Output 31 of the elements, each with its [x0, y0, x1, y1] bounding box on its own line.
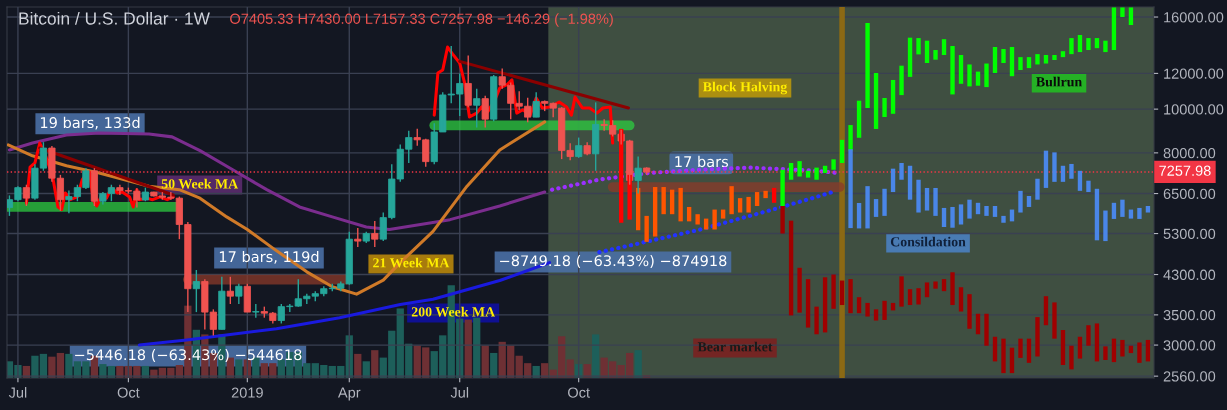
annotation: 200 Week MA: [411, 306, 496, 317]
annotation: Consildation: [890, 236, 966, 247]
annotation: 50 Week MA: [161, 178, 239, 189]
annotation: −5446.18 (−63.43%) −544618: [75, 348, 302, 362]
y-tick-label: 16000.00: [1164, 12, 1224, 23]
annotation: 21 Week MA: [373, 257, 450, 268]
y-tick-label: 12000.00: [1164, 68, 1224, 79]
x-tick-label: Jul: [8, 387, 27, 398]
y-tick-label: 3000.00: [1163, 340, 1216, 351]
y-tick-label: 10000.00: [1164, 104, 1224, 115]
annotation: Bear market: [697, 341, 773, 352]
annotation: 17 bars: [675, 155, 729, 168]
annotation: Bullrun: [1036, 76, 1082, 87]
ref-line-label: 7257.98: [1159, 165, 1211, 176]
chart-subtitle: O7405.33 H7430.00 L7157.33 C7257.98 −146.29 (−1.98%): [230, 13, 613, 27]
y-tick-label: 2560.00: [1163, 371, 1216, 382]
x-tick-label: Jul: [450, 387, 469, 398]
y-tick-label: 5300.00: [1163, 228, 1216, 239]
annotation: 19 bars, 133d: [40, 116, 140, 130]
y-tick-label: 6500.00: [1163, 188, 1216, 199]
x-tick-label: 2019: [231, 387, 263, 398]
y-tick-label: 4300.00: [1163, 269, 1216, 280]
chart-title: Bitcoin / U.S. Dollar · 1W: [19, 11, 210, 25]
x-tick-label: Apr: [337, 387, 361, 401]
annotation: 17 bars, 119d: [219, 250, 319, 264]
annotation: −8749.18 (−63.43%) −874918: [500, 254, 727, 268]
y-tick-label: 8000.00: [1163, 147, 1216, 159]
y-tick-label: 3500.00: [1163, 309, 1216, 321]
x-tick-label: Oct: [568, 387, 590, 398]
annotation: Block Halving: [702, 81, 788, 95]
x-tick-label: Oct: [117, 387, 140, 398]
